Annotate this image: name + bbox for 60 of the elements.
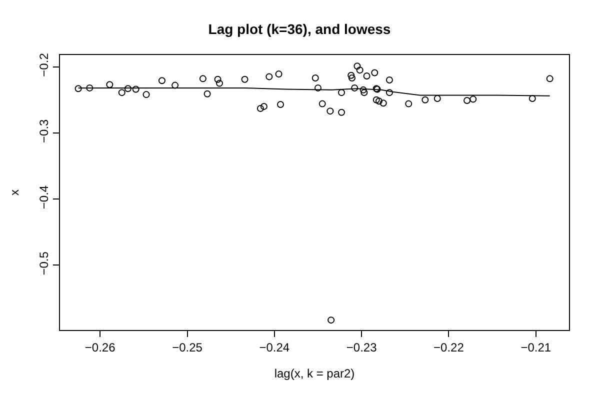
point bbox=[74, 85, 82, 92]
point bbox=[266, 73, 273, 80]
point bbox=[356, 66, 364, 74]
point bbox=[386, 89, 393, 96]
x-tick-label: −0.23 bbox=[346, 340, 378, 354]
point bbox=[371, 69, 378, 76]
point bbox=[142, 91, 150, 98]
point bbox=[528, 95, 536, 102]
point bbox=[338, 108, 346, 116]
x-tick-label: −0.26 bbox=[84, 340, 116, 354]
y-tick-label: −0.5 bbox=[37, 251, 52, 276]
y-axis-title: x bbox=[8, 190, 22, 196]
y-tick-label: −0.2 bbox=[37, 52, 52, 77]
point bbox=[275, 70, 282, 78]
y-tick-label: −0.3 bbox=[37, 118, 52, 143]
point bbox=[348, 74, 356, 82]
point bbox=[434, 95, 441, 102]
point bbox=[318, 100, 326, 108]
point bbox=[118, 89, 126, 96]
point bbox=[326, 108, 334, 115]
x-tick-label: −0.24 bbox=[259, 340, 290, 354]
point bbox=[376, 98, 382, 105]
point bbox=[351, 84, 358, 92]
point bbox=[354, 62, 361, 70]
x-tick-label: −0.22 bbox=[434, 340, 464, 354]
point bbox=[124, 85, 132, 92]
point bbox=[241, 76, 248, 83]
point bbox=[348, 72, 355, 79]
point bbox=[214, 76, 222, 83]
point bbox=[338, 89, 346, 96]
point bbox=[260, 102, 268, 110]
point bbox=[172, 82, 179, 89]
point bbox=[106, 81, 114, 88]
point bbox=[199, 75, 206, 82]
x-axis-title: lag(x, k = par2) bbox=[274, 366, 355, 380]
point bbox=[314, 84, 322, 92]
point bbox=[464, 97, 471, 104]
y-tick-label: −0.4 bbox=[37, 185, 52, 210]
point bbox=[360, 89, 368, 96]
point bbox=[360, 86, 367, 94]
point bbox=[372, 96, 380, 104]
point bbox=[380, 100, 387, 107]
point bbox=[86, 84, 94, 92]
point bbox=[158, 77, 166, 84]
point bbox=[328, 316, 335, 324]
point bbox=[470, 96, 477, 103]
point bbox=[277, 100, 284, 108]
point bbox=[422, 96, 429, 104]
point bbox=[312, 74, 319, 82]
point bbox=[546, 75, 554, 82]
point bbox=[363, 72, 370, 80]
x-tick-label: −0.25 bbox=[172, 340, 203, 354]
point bbox=[216, 80, 223, 87]
x-tick-label: −0.21 bbox=[520, 340, 552, 354]
chart-title: Lag plot (k=36), and lowess bbox=[208, 20, 391, 37]
point bbox=[132, 86, 140, 93]
point bbox=[256, 104, 264, 112]
point bbox=[204, 90, 211, 98]
point bbox=[405, 100, 412, 108]
point bbox=[386, 76, 393, 84]
